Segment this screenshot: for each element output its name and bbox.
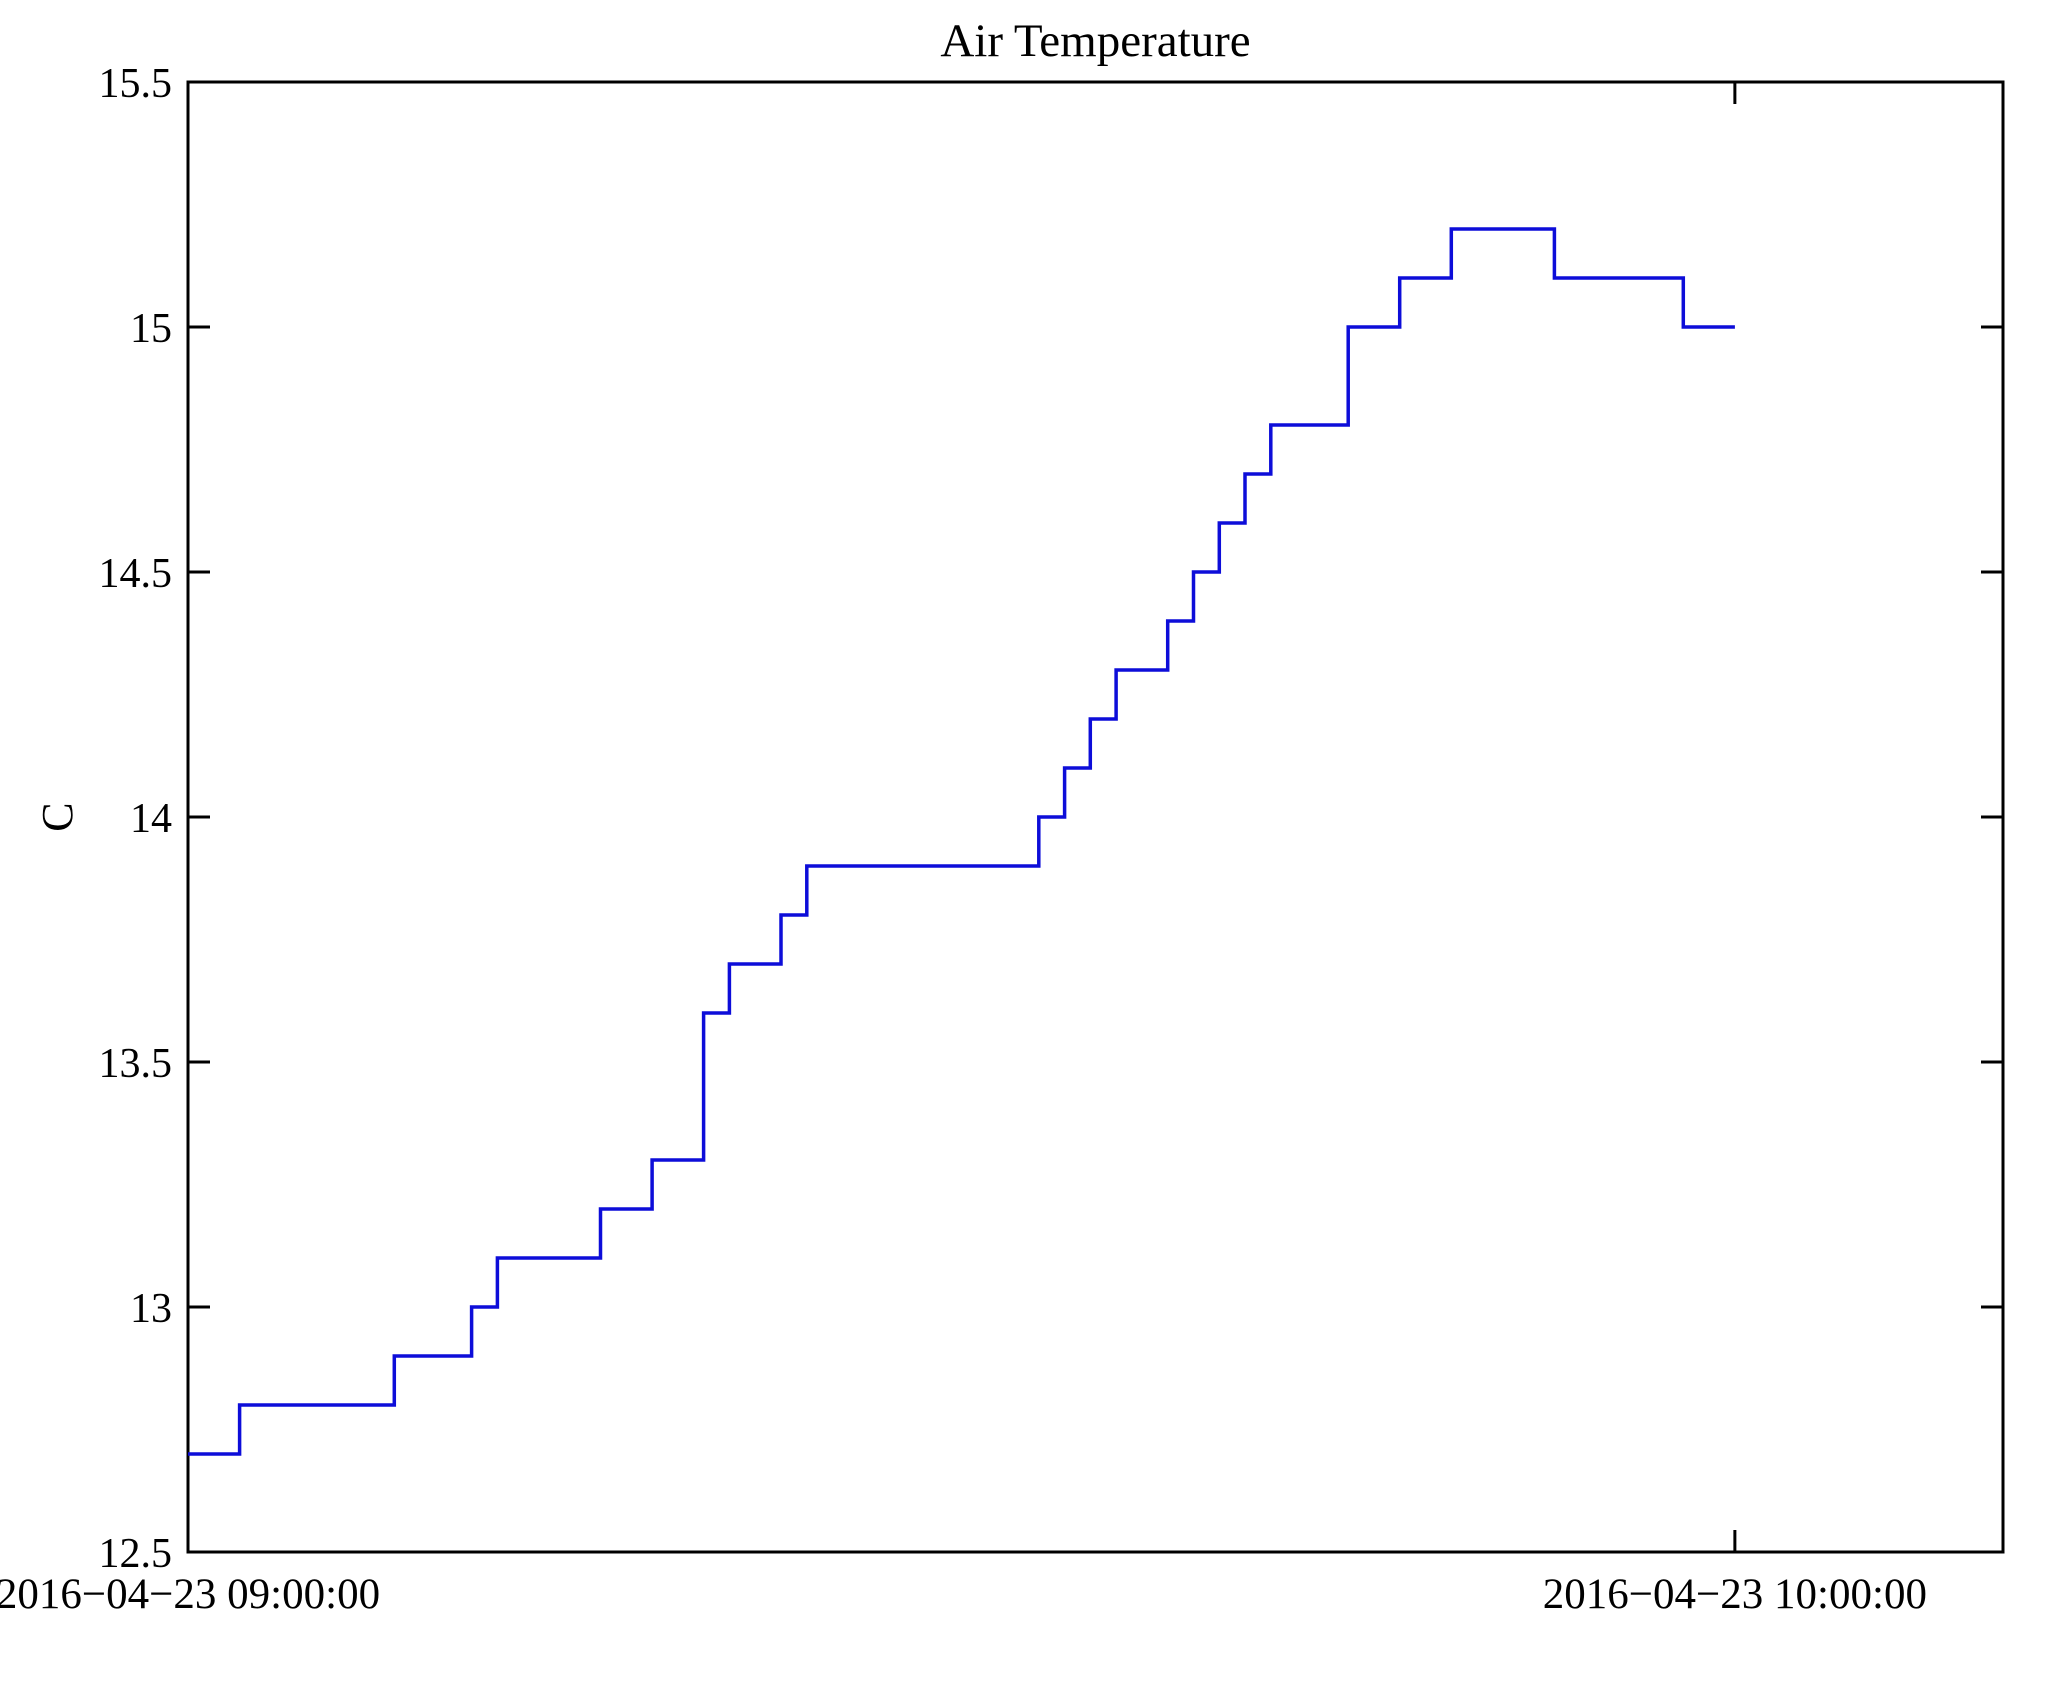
y-tick-label-15-5: 15.5: [99, 61, 173, 107]
y-tick-label-12-5: 12.5: [99, 1531, 173, 1577]
axis-ticks: [186, 80, 2003, 1554]
y-tick-label-13: 13: [130, 1286, 172, 1332]
y-tick-label-15: 15: [130, 306, 172, 352]
x-tick-labels: 2016−04−23 09:00:00 2016−04−23 10:00:00: [0, 1571, 1927, 1618]
plot-frame: [186, 80, 2005, 1554]
x-tick-label-0900: 2016−04−23 09:00:00: [0, 1571, 380, 1618]
chart-title: Air Temperature: [940, 15, 1250, 67]
y-tick-label-13-5: 13.5: [99, 1041, 173, 1087]
y-tick-labels: 12.5 13 13.5 14 14.5 15 15.5: [99, 61, 173, 1577]
x-tick-label-1000: 2016−04−23 10:00:00: [1543, 1571, 1927, 1618]
y-tick-label-14-5: 14.5: [99, 551, 173, 597]
y-axis-label: C: [33, 802, 82, 831]
y-tick-label-14: 14: [130, 796, 172, 842]
temperature-series-line: [188, 227, 1735, 1456]
